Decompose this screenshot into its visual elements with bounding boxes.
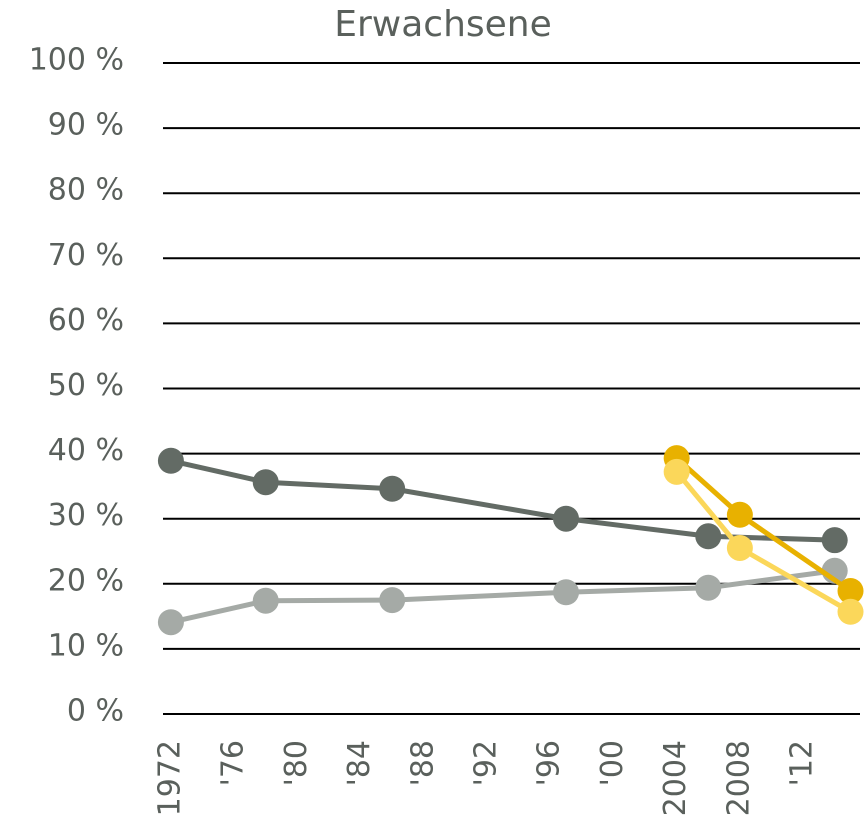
y-tick-label: 40 %: [48, 433, 124, 468]
y-tick-label: 60 %: [48, 303, 124, 338]
data-point: [837, 598, 864, 625]
data-point: [379, 587, 406, 614]
data-point: [157, 447, 184, 474]
series-line: [170, 568, 836, 625]
y-tick-label: 30 %: [48, 498, 124, 533]
y-tick-label: 80 %: [48, 173, 124, 208]
y-tick-label: 20 %: [48, 563, 124, 598]
x-tick-label: 1972: [152, 740, 187, 816]
data-point: [821, 527, 848, 554]
y-tick-label: 70 %: [48, 238, 124, 273]
chart-title: Erwachsene: [334, 4, 552, 45]
y-tick-label: 100 %: [29, 43, 124, 78]
x-tick-label: '92: [469, 740, 504, 786]
data-point: [695, 574, 722, 601]
data-point: [157, 609, 184, 636]
x-tick-label: 2008: [721, 740, 756, 816]
x-tick-label: '00: [595, 740, 630, 786]
data-point: [379, 475, 406, 502]
x-tick-label: '76: [216, 740, 251, 786]
y-tick-label: 50 %: [48, 368, 124, 403]
data-point: [726, 534, 753, 561]
x-tick-label: '12: [785, 740, 820, 786]
data-point: [837, 577, 864, 604]
y-tick-label: 10 %: [48, 628, 124, 663]
data-point: [695, 523, 722, 550]
x-tick-label: '96: [532, 740, 567, 786]
x-tick-label: '84: [342, 740, 377, 786]
x-tick-label: 2004: [658, 740, 693, 816]
data-point: [252, 587, 279, 614]
data-point: [553, 505, 580, 532]
data-point: [553, 579, 580, 606]
data-point: [252, 469, 279, 496]
y-tick-label: 0 %: [67, 694, 124, 729]
data-point: [726, 501, 753, 528]
x-tick-label: '88: [405, 740, 440, 786]
data-point: [663, 458, 690, 485]
x-tick-label: '80: [279, 740, 314, 786]
y-tick-label: 90 %: [48, 108, 124, 143]
